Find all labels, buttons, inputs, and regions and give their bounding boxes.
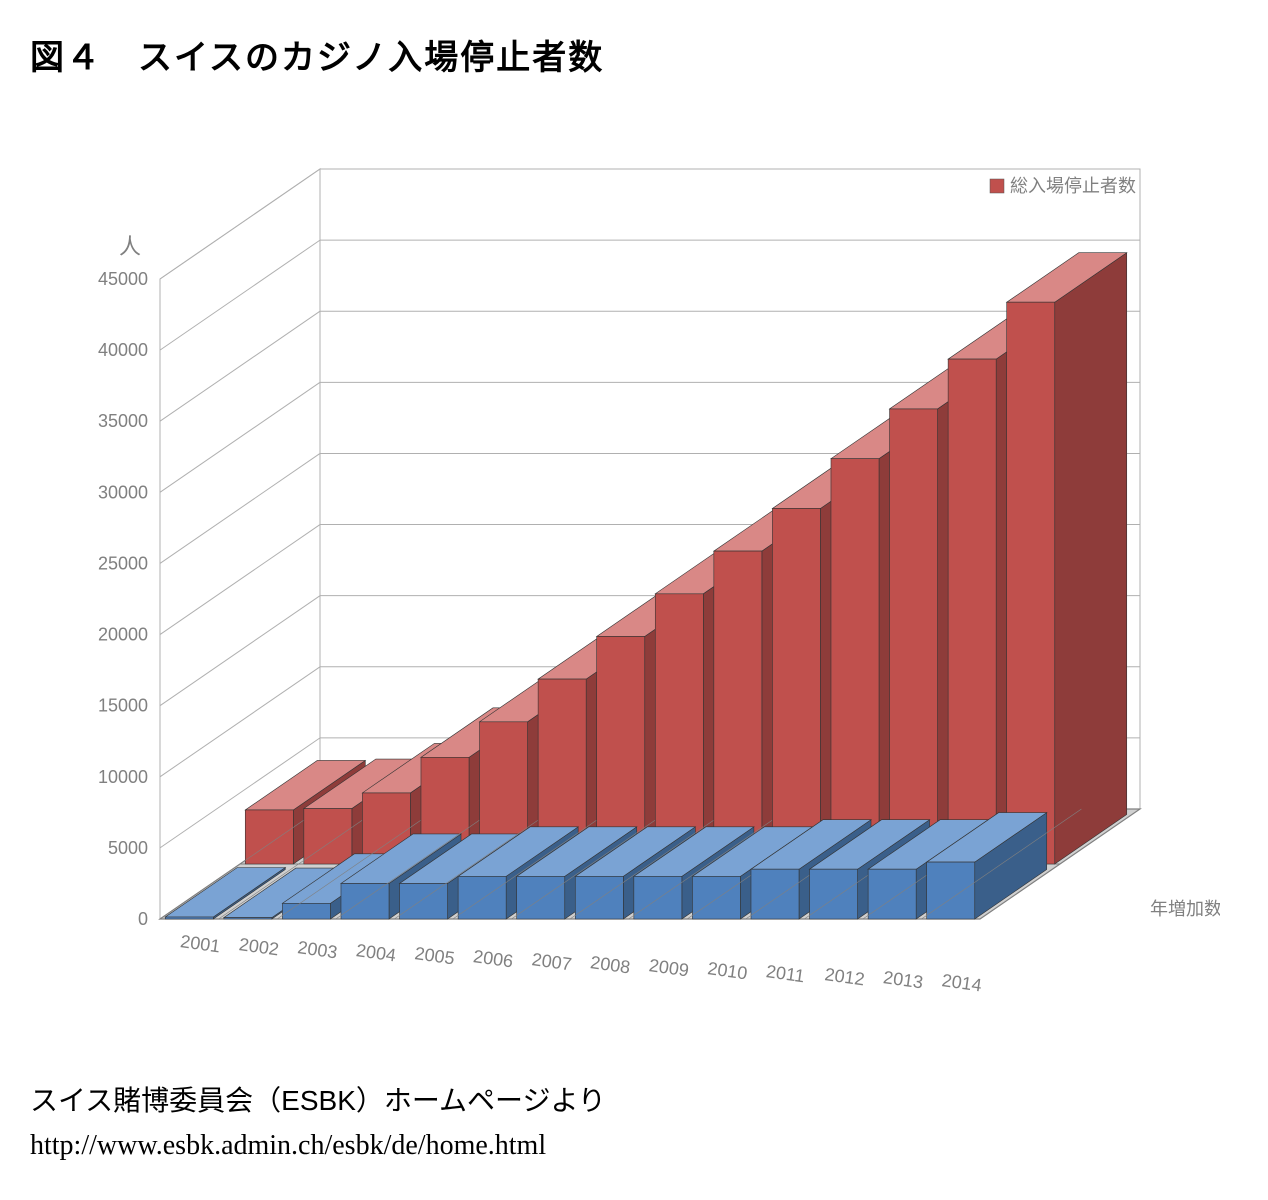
svg-text:40000: 40000 xyxy=(98,340,148,360)
svg-text:人: 人 xyxy=(119,234,141,259)
svg-text:30000: 30000 xyxy=(98,482,148,502)
svg-text:2014: 2014 xyxy=(941,970,983,995)
svg-text:総入場停止者数: 総入場停止者数 xyxy=(1010,176,1136,196)
svg-text:2011: 2011 xyxy=(765,961,806,986)
svg-text:15000: 15000 xyxy=(98,696,148,716)
svg-text:2008: 2008 xyxy=(589,952,631,977)
caption-source-url: http://www.esbk.admin.ch/esbk/de/home.ht… xyxy=(30,1124,1238,1169)
svg-text:2006: 2006 xyxy=(472,946,514,971)
svg-text:0: 0 xyxy=(138,909,148,929)
caption-source-org: スイス賭博委員会（ESBK）ホームページより xyxy=(30,1079,1238,1124)
svg-text:20000: 20000 xyxy=(98,625,148,645)
svg-text:2013: 2013 xyxy=(882,967,924,992)
svg-text:5000: 5000 xyxy=(108,838,148,858)
svg-text:年増加数: 年増加数 xyxy=(1150,899,1220,919)
svg-text:2004: 2004 xyxy=(355,940,397,965)
svg-text:10000: 10000 xyxy=(98,767,148,787)
bar-red xyxy=(1007,253,1127,864)
svg-text:2007: 2007 xyxy=(531,949,573,974)
figure-caption: スイス賭博委員会（ESBK）ホームページより http://www.esbk.a… xyxy=(30,1079,1238,1169)
bar-chart-3d: 0 5000 10000 15000 20000 25000 30000 35000 40000… xyxy=(40,119,1220,1059)
svg-text:2009: 2009 xyxy=(648,955,690,980)
svg-text:25000: 25000 xyxy=(98,553,148,573)
svg-text:2002: 2002 xyxy=(238,934,280,959)
svg-text:45000: 45000 xyxy=(98,269,148,289)
svg-text:35000: 35000 xyxy=(98,411,148,431)
svg-text:2001: 2001 xyxy=(179,931,221,956)
chart-container: 0 5000 10000 15000 20000 25000 30000 35000 40000… xyxy=(40,119,1220,1059)
svg-text:2012: 2012 xyxy=(823,964,865,989)
svg-text:2003: 2003 xyxy=(296,937,338,962)
svg-text:2005: 2005 xyxy=(413,943,455,968)
svg-text:2010: 2010 xyxy=(706,958,748,983)
figure-title: 図４ スイスのカジノ入場停止者数 xyxy=(30,30,1238,79)
